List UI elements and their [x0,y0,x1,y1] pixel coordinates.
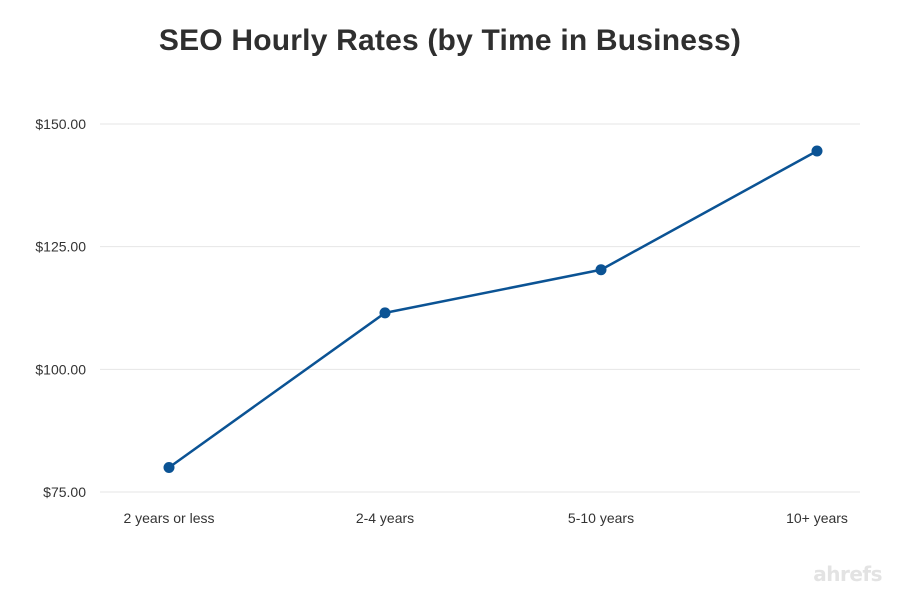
series-line [168,149,818,469]
data-point [595,264,607,276]
data-point [379,307,391,319]
data-points [163,145,823,473]
y-axis-ticks: $75.00 $100.00 $125.00 $150.00 [35,116,86,500]
x-axis-ticks: 2 years or less 2-4 years 5-10 years 10+ ye… [123,510,847,526]
gridlines [100,123,860,493]
x-tick-label: 10+ years [786,510,848,526]
x-tick-label: 2-4 years [356,510,414,526]
y-tick-label: $125.00 [35,239,86,255]
y-tick-label: $75.00 [43,484,86,500]
data-point [811,145,823,157]
x-tick-label: 2 years or less [123,510,214,526]
x-tick-label: 5-10 years [568,510,634,526]
y-tick-label: $150.00 [35,116,86,132]
data-point [163,461,175,473]
y-tick-label: $100.00 [35,361,86,377]
watermark-logo: ahrefs [813,562,882,586]
series-lines [168,149,818,469]
chart-title: SEO Hourly Rates (by Time in Business) [158,24,742,57]
